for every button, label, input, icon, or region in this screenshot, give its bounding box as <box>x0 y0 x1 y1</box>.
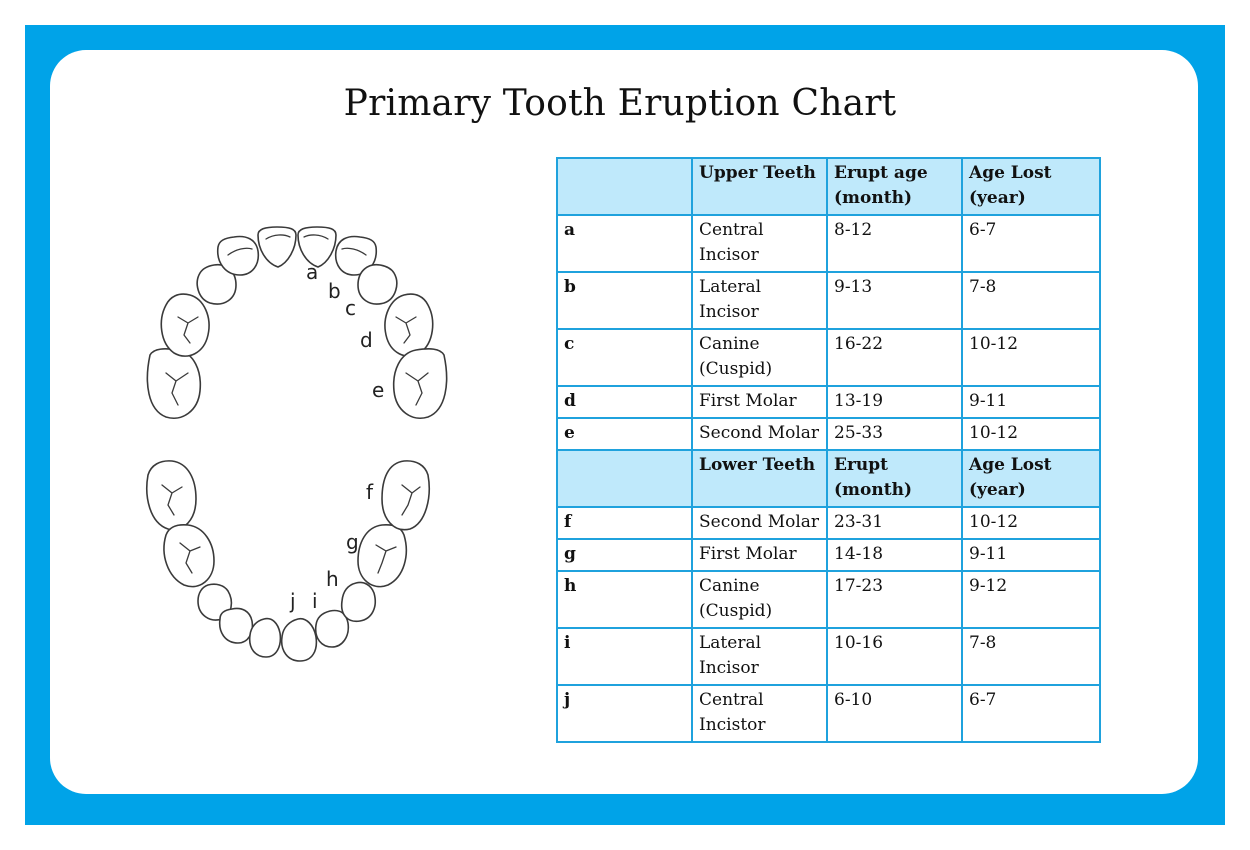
lower-second-molar-right <box>381 460 430 531</box>
cell-lost: 6-7 <box>961 214 1101 273</box>
lower-first-molar-left <box>163 524 215 588</box>
cell-lost: 9-11 <box>961 385 1101 419</box>
cell-letter: b <box>556 271 693 330</box>
cell-erupt: 10-16 <box>826 627 963 686</box>
cell-erupt: 16-22 <box>826 328 963 387</box>
cell-erupt: 25-33 <box>826 417 963 451</box>
cell-letter: e <box>556 417 693 451</box>
cell-erupt: 13-19 <box>826 385 963 419</box>
cell-erupt: 14-18 <box>826 538 963 572</box>
upper-lateral-left <box>216 235 260 276</box>
tooth-label-h: h <box>326 567 339 591</box>
cell-lost: 10-12 <box>961 506 1101 540</box>
lower-first-molar-right <box>357 524 408 588</box>
cell-tooth: First Molar <box>691 538 828 572</box>
lower-central-left <box>248 617 282 658</box>
eruption-table: Upper Teeth Erupt age (month) Age Lost (ye… <box>556 157 1101 743</box>
tooth-label-a: a <box>306 260 318 284</box>
lower-header-row: Lower Teeth Erupt (month) Age Lost (year) <box>556 449 1101 508</box>
upper-lateral-right <box>334 235 378 276</box>
lower-lateral-right <box>314 609 350 648</box>
lower-arch <box>146 460 430 662</box>
upper-header-row: Upper Teeth Erupt age (month) Age Lost (ye… <box>556 157 1101 216</box>
cell-erupt: 17-23 <box>826 570 963 629</box>
cell-erupt: 6-10 <box>826 684 963 743</box>
lower-canine-right <box>340 581 376 623</box>
teeth-diagram-svg: a b c d e f g h i j <box>146 226 448 662</box>
header-cell-lost: Age Lost (year) <box>961 157 1101 216</box>
lower-canine-left <box>197 583 233 621</box>
cell-lost: 10-12 <box>961 417 1101 451</box>
tooth-label-d: d <box>360 328 373 352</box>
table-row: i Lateral Incisor 10-16 7-8 <box>556 627 1101 686</box>
cell-tooth: Second Molar <box>691 417 828 451</box>
tooth-label-c: c <box>345 296 356 320</box>
table-row: g First Molar 14-18 9-11 <box>556 538 1101 572</box>
cell-lost: 7-8 <box>961 271 1101 330</box>
tooth-label-j: j <box>289 589 296 613</box>
eruption-table-body: Upper Teeth Erupt age (month) Age Lost (ye… <box>556 157 1101 743</box>
cell-tooth: First Molar <box>691 385 828 419</box>
cell-tooth: Central Incistor <box>691 684 828 743</box>
cell-tooth: Central Incisor <box>691 214 828 273</box>
upper-second-molar-left <box>146 348 202 419</box>
lower-central-right <box>280 617 318 662</box>
upper-first-molar-right <box>384 293 434 357</box>
cell-erupt: 23-31 <box>826 506 963 540</box>
header-cell-letter <box>556 157 693 216</box>
header-cell-lost: Age Lost (year) <box>961 449 1101 508</box>
cell-tooth: Lateral Incisor <box>691 627 828 686</box>
upper-canine-left <box>196 263 237 305</box>
teeth-diagram: a b c d e f g h i j <box>120 205 460 665</box>
table-row: j Central Incistor 6-10 6-7 <box>556 684 1101 743</box>
cell-lost: 9-11 <box>961 538 1101 572</box>
upper-canine-right <box>357 263 398 305</box>
upper-first-molar-left <box>160 293 210 357</box>
table-row: c Canine (Cuspid) 16-22 10-12 <box>556 328 1101 387</box>
tooth-label-b: b <box>328 279 341 303</box>
cell-letter: d <box>556 385 693 419</box>
cell-lost: 10-12 <box>961 328 1101 387</box>
cell-tooth: Canine (Cuspid) <box>691 328 828 387</box>
table-row: f Second Molar 23-31 10-12 <box>556 506 1101 540</box>
table-row: a Central Incisor 8-12 6-7 <box>556 214 1101 273</box>
cell-letter: a <box>556 214 693 273</box>
cell-tooth: Second Molar <box>691 506 828 540</box>
cell-letter: g <box>556 538 693 572</box>
header-cell-erupt: Erupt age (month) <box>826 157 963 216</box>
cell-letter: h <box>556 570 693 629</box>
header-cell-tooth: Upper Teeth <box>691 157 828 216</box>
tooth-label-e: e <box>372 378 384 402</box>
header-cell-tooth: Lower Teeth <box>691 449 828 508</box>
lower-second-molar-left <box>146 460 197 531</box>
table-row: d First Molar 13-19 9-11 <box>556 385 1101 419</box>
cell-letter: c <box>556 328 693 387</box>
upper-central-left <box>257 226 297 268</box>
cell-letter: i <box>556 627 693 686</box>
cell-erupt: 8-12 <box>826 214 963 273</box>
upper-arch <box>146 226 448 419</box>
table-row: b Lateral Incisor 9-13 7-8 <box>556 271 1101 330</box>
upper-second-molar-right <box>392 348 448 419</box>
header-cell-erupt: Erupt (month) <box>826 449 963 508</box>
upper-central-right <box>297 226 337 268</box>
chart-title: Primary Tooth Eruption Chart <box>343 83 897 124</box>
tooth-label-i: i <box>312 589 318 613</box>
header-cell-letter <box>556 449 693 508</box>
cell-lost: 6-7 <box>961 684 1101 743</box>
table-row: h Canine (Cuspid) 17-23 9-12 <box>556 570 1101 629</box>
tooth-label-g: g <box>346 530 359 554</box>
cell-letter: f <box>556 506 693 540</box>
cell-tooth: Canine (Cuspid) <box>691 570 828 629</box>
cell-lost: 7-8 <box>961 627 1101 686</box>
cell-lost: 9-12 <box>961 570 1101 629</box>
tooth-label-f: f <box>366 480 374 504</box>
lower-lateral-left <box>218 607 254 644</box>
cell-erupt: 9-13 <box>826 271 963 330</box>
cell-tooth: Lateral Incisor <box>691 271 828 330</box>
table-row: e Second Molar 25-33 10-12 <box>556 417 1101 451</box>
cell-letter: j <box>556 684 693 743</box>
